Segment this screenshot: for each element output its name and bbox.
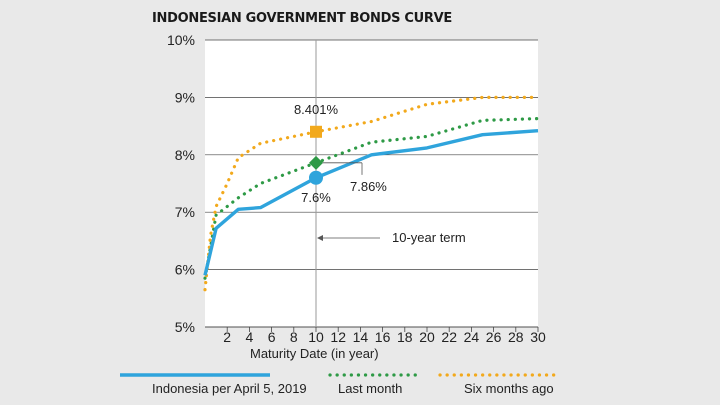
- legend: Indonesia per April 5, 2019 Last month S…: [120, 373, 562, 396]
- x-tick-label: 12: [330, 329, 346, 345]
- marker-indonesia: [309, 170, 323, 185]
- marker-six-months: [310, 125, 322, 138]
- legend-label-indonesia: Indonesia per April 5, 2019: [152, 381, 307, 396]
- plot-area: [205, 40, 538, 327]
- legend-label-last-month: Last month: [338, 381, 402, 396]
- x-tick-label: 24: [464, 329, 480, 345]
- y-tick-label: 7%: [175, 204, 195, 220]
- x-axis-label: Maturity Date (in year): [250, 346, 379, 361]
- series-line-six-months: [203, 95, 540, 292]
- marker-last-month: [309, 155, 323, 170]
- y-tick-label: 5%: [175, 319, 195, 335]
- marker-label-six-months: 8.401%: [294, 102, 339, 117]
- x-tick-label: 28: [508, 329, 524, 345]
- x-tick-label: 18: [397, 329, 413, 345]
- x-tick-label: 30: [530, 329, 546, 345]
- y-axis-ticks: 5% 6% 7% 8% 9% 10%: [167, 32, 195, 335]
- y-tick-label: 6%: [175, 262, 195, 278]
- legend-label-six-months: Six months ago: [464, 381, 554, 396]
- marker-label-last-month: 7.86%: [350, 179, 387, 194]
- y-tick-label: 10%: [167, 32, 195, 48]
- x-tick-label: 16: [375, 329, 391, 345]
- ten-year-arrowhead: [317, 235, 323, 242]
- x-tick-label: 20: [419, 329, 435, 345]
- x-tick-label: 8: [290, 329, 298, 345]
- ten-year-term-label: 10-year term: [392, 230, 466, 245]
- marker-label-indonesia: 7.6%: [301, 190, 331, 205]
- x-tick-label: 2: [223, 329, 231, 345]
- x-tick-label: 6: [268, 329, 276, 345]
- ten-year-markers: [309, 125, 323, 185]
- y-tick-label: 8%: [175, 147, 195, 163]
- x-tick-label: 14: [353, 329, 369, 345]
- x-tick-label: 10: [308, 329, 324, 345]
- x-tick-label: 22: [441, 329, 457, 345]
- y-tick-label: 9%: [175, 89, 195, 105]
- chart-title: INDONESIAN GOVERNMENT BONDS CURVE: [152, 11, 452, 26]
- x-tick-label: 26: [486, 329, 502, 345]
- x-tick-label: 4: [246, 329, 254, 345]
- x-axis-ticks: 2 4 6 8 10 12 14 16 18 20 22 24 26 28 30: [205, 326, 546, 345]
